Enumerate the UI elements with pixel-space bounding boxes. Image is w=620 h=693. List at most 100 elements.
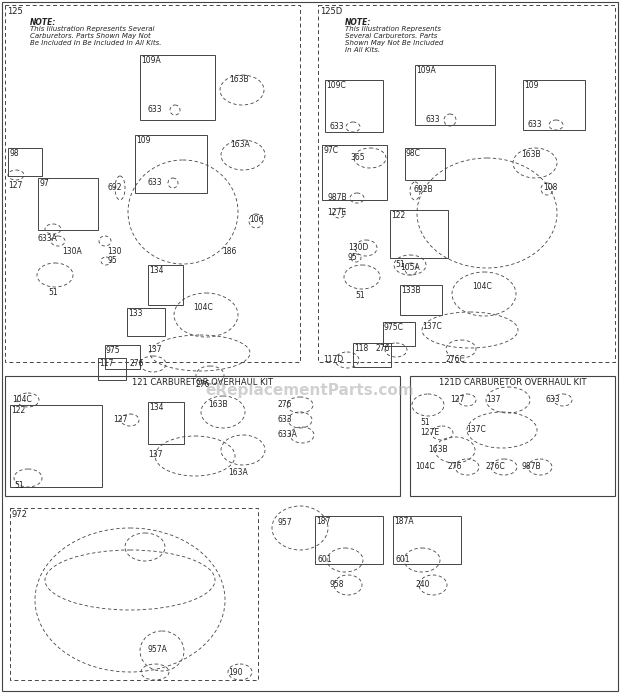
Text: 163B: 163B: [428, 445, 448, 454]
Text: 276: 276: [278, 400, 293, 409]
Bar: [5, 5, 300, 362]
Text: 122: 122: [391, 211, 405, 220]
Bar: [10, 508, 258, 680]
Text: 972: 972: [12, 510, 28, 519]
Text: 130A: 130A: [62, 247, 82, 256]
Bar: [405, 148, 445, 180]
Text: 127E: 127E: [420, 428, 439, 437]
Bar: [148, 402, 184, 444]
Text: 187A: 187A: [394, 517, 414, 526]
Bar: [410, 376, 615, 496]
Text: 127: 127: [113, 415, 127, 424]
Text: 692: 692: [107, 183, 122, 192]
Text: 51: 51: [355, 291, 365, 300]
Text: 109: 109: [136, 136, 151, 145]
Bar: [98, 358, 126, 380]
Text: 276C: 276C: [485, 462, 505, 471]
Text: 118: 118: [354, 344, 368, 353]
Text: 692B: 692B: [413, 185, 433, 194]
Text: Be Included In Be Included In All Kits.: Be Included In Be Included In All Kits.: [30, 40, 161, 46]
Text: 633: 633: [528, 120, 542, 129]
Bar: [390, 210, 448, 258]
Text: 127: 127: [8, 181, 22, 190]
Text: 975C: 975C: [384, 323, 404, 332]
Text: 104C: 104C: [193, 303, 213, 312]
Text: 117D: 117D: [323, 355, 343, 364]
Text: 163B: 163B: [208, 400, 228, 409]
Text: 97: 97: [39, 179, 49, 188]
Text: 134: 134: [149, 266, 164, 275]
Text: 365: 365: [350, 153, 365, 162]
Text: 601: 601: [318, 555, 332, 564]
Text: 163B: 163B: [521, 150, 541, 159]
Text: 987B: 987B: [327, 193, 347, 202]
Bar: [415, 65, 495, 125]
Text: 122: 122: [11, 406, 25, 415]
Text: 137C: 137C: [422, 322, 441, 331]
Bar: [400, 285, 442, 315]
Text: 108: 108: [543, 183, 557, 192]
Text: 97C: 97C: [323, 146, 338, 155]
Text: This Illustration Represents Several: This Illustration Represents Several: [30, 26, 154, 32]
Bar: [393, 516, 461, 564]
Bar: [315, 516, 383, 564]
Bar: [148, 265, 183, 305]
Bar: [127, 308, 165, 336]
Text: 125D: 125D: [320, 7, 342, 16]
Text: Carburetors. Parts Shown May Not: Carburetors. Parts Shown May Not: [30, 33, 151, 39]
Text: This Illustration Represents: This Illustration Represents: [345, 26, 441, 32]
Text: 633: 633: [545, 395, 560, 404]
Text: 51: 51: [420, 418, 430, 427]
Text: 117: 117: [99, 359, 113, 368]
Text: 121 CARBURETOR OVERHAUL KIT: 121 CARBURETOR OVERHAUL KIT: [132, 378, 273, 387]
Text: 276: 276: [130, 359, 144, 368]
Text: 95: 95: [348, 253, 358, 262]
Text: 51: 51: [395, 260, 405, 269]
Text: 109A: 109A: [141, 56, 161, 65]
Text: 975: 975: [106, 346, 121, 355]
Text: 104C: 104C: [415, 462, 435, 471]
Bar: [322, 145, 387, 200]
Text: NOTE:: NOTE:: [30, 18, 56, 27]
Text: Several Carburetors. Parts: Several Carburetors. Parts: [345, 33, 437, 39]
Text: 133B: 133B: [401, 286, 420, 295]
Bar: [105, 345, 140, 369]
Text: 163B: 163B: [229, 75, 249, 84]
Text: 276: 276: [196, 380, 211, 389]
Text: 127: 127: [450, 395, 464, 404]
Text: 104C: 104C: [472, 282, 492, 291]
Text: 109C: 109C: [326, 81, 346, 90]
Text: 186: 186: [222, 247, 236, 256]
Bar: [38, 178, 98, 230]
Bar: [10, 405, 102, 487]
Text: 105A: 105A: [400, 263, 420, 272]
Bar: [140, 55, 215, 120]
Text: 137C: 137C: [466, 425, 485, 434]
Text: 957A: 957A: [148, 645, 168, 654]
Text: 127E: 127E: [327, 208, 346, 217]
Text: NOTE:: NOTE:: [345, 18, 371, 27]
Text: eReplacementParts.com: eReplacementParts.com: [206, 383, 414, 398]
Text: 51: 51: [14, 481, 24, 490]
Text: 633A: 633A: [278, 430, 298, 439]
Text: 633A: 633A: [38, 234, 58, 243]
Text: 240: 240: [415, 580, 430, 589]
Text: 276C: 276C: [445, 355, 465, 364]
Bar: [8, 148, 42, 176]
Text: 163A: 163A: [228, 468, 248, 477]
Bar: [353, 343, 391, 367]
Text: 137: 137: [148, 450, 162, 459]
Text: 957: 957: [278, 518, 293, 527]
Text: 187: 187: [316, 517, 330, 526]
Text: 51: 51: [48, 288, 58, 297]
Text: 276: 276: [375, 344, 389, 353]
Text: 98: 98: [9, 149, 19, 158]
Text: 134: 134: [149, 403, 164, 412]
Bar: [523, 80, 585, 130]
Text: 130D: 130D: [348, 243, 368, 252]
Text: 633: 633: [425, 115, 440, 124]
Text: 633: 633: [148, 178, 162, 187]
Text: 987B: 987B: [521, 462, 541, 471]
Bar: [318, 5, 615, 362]
Text: 276: 276: [448, 462, 463, 471]
